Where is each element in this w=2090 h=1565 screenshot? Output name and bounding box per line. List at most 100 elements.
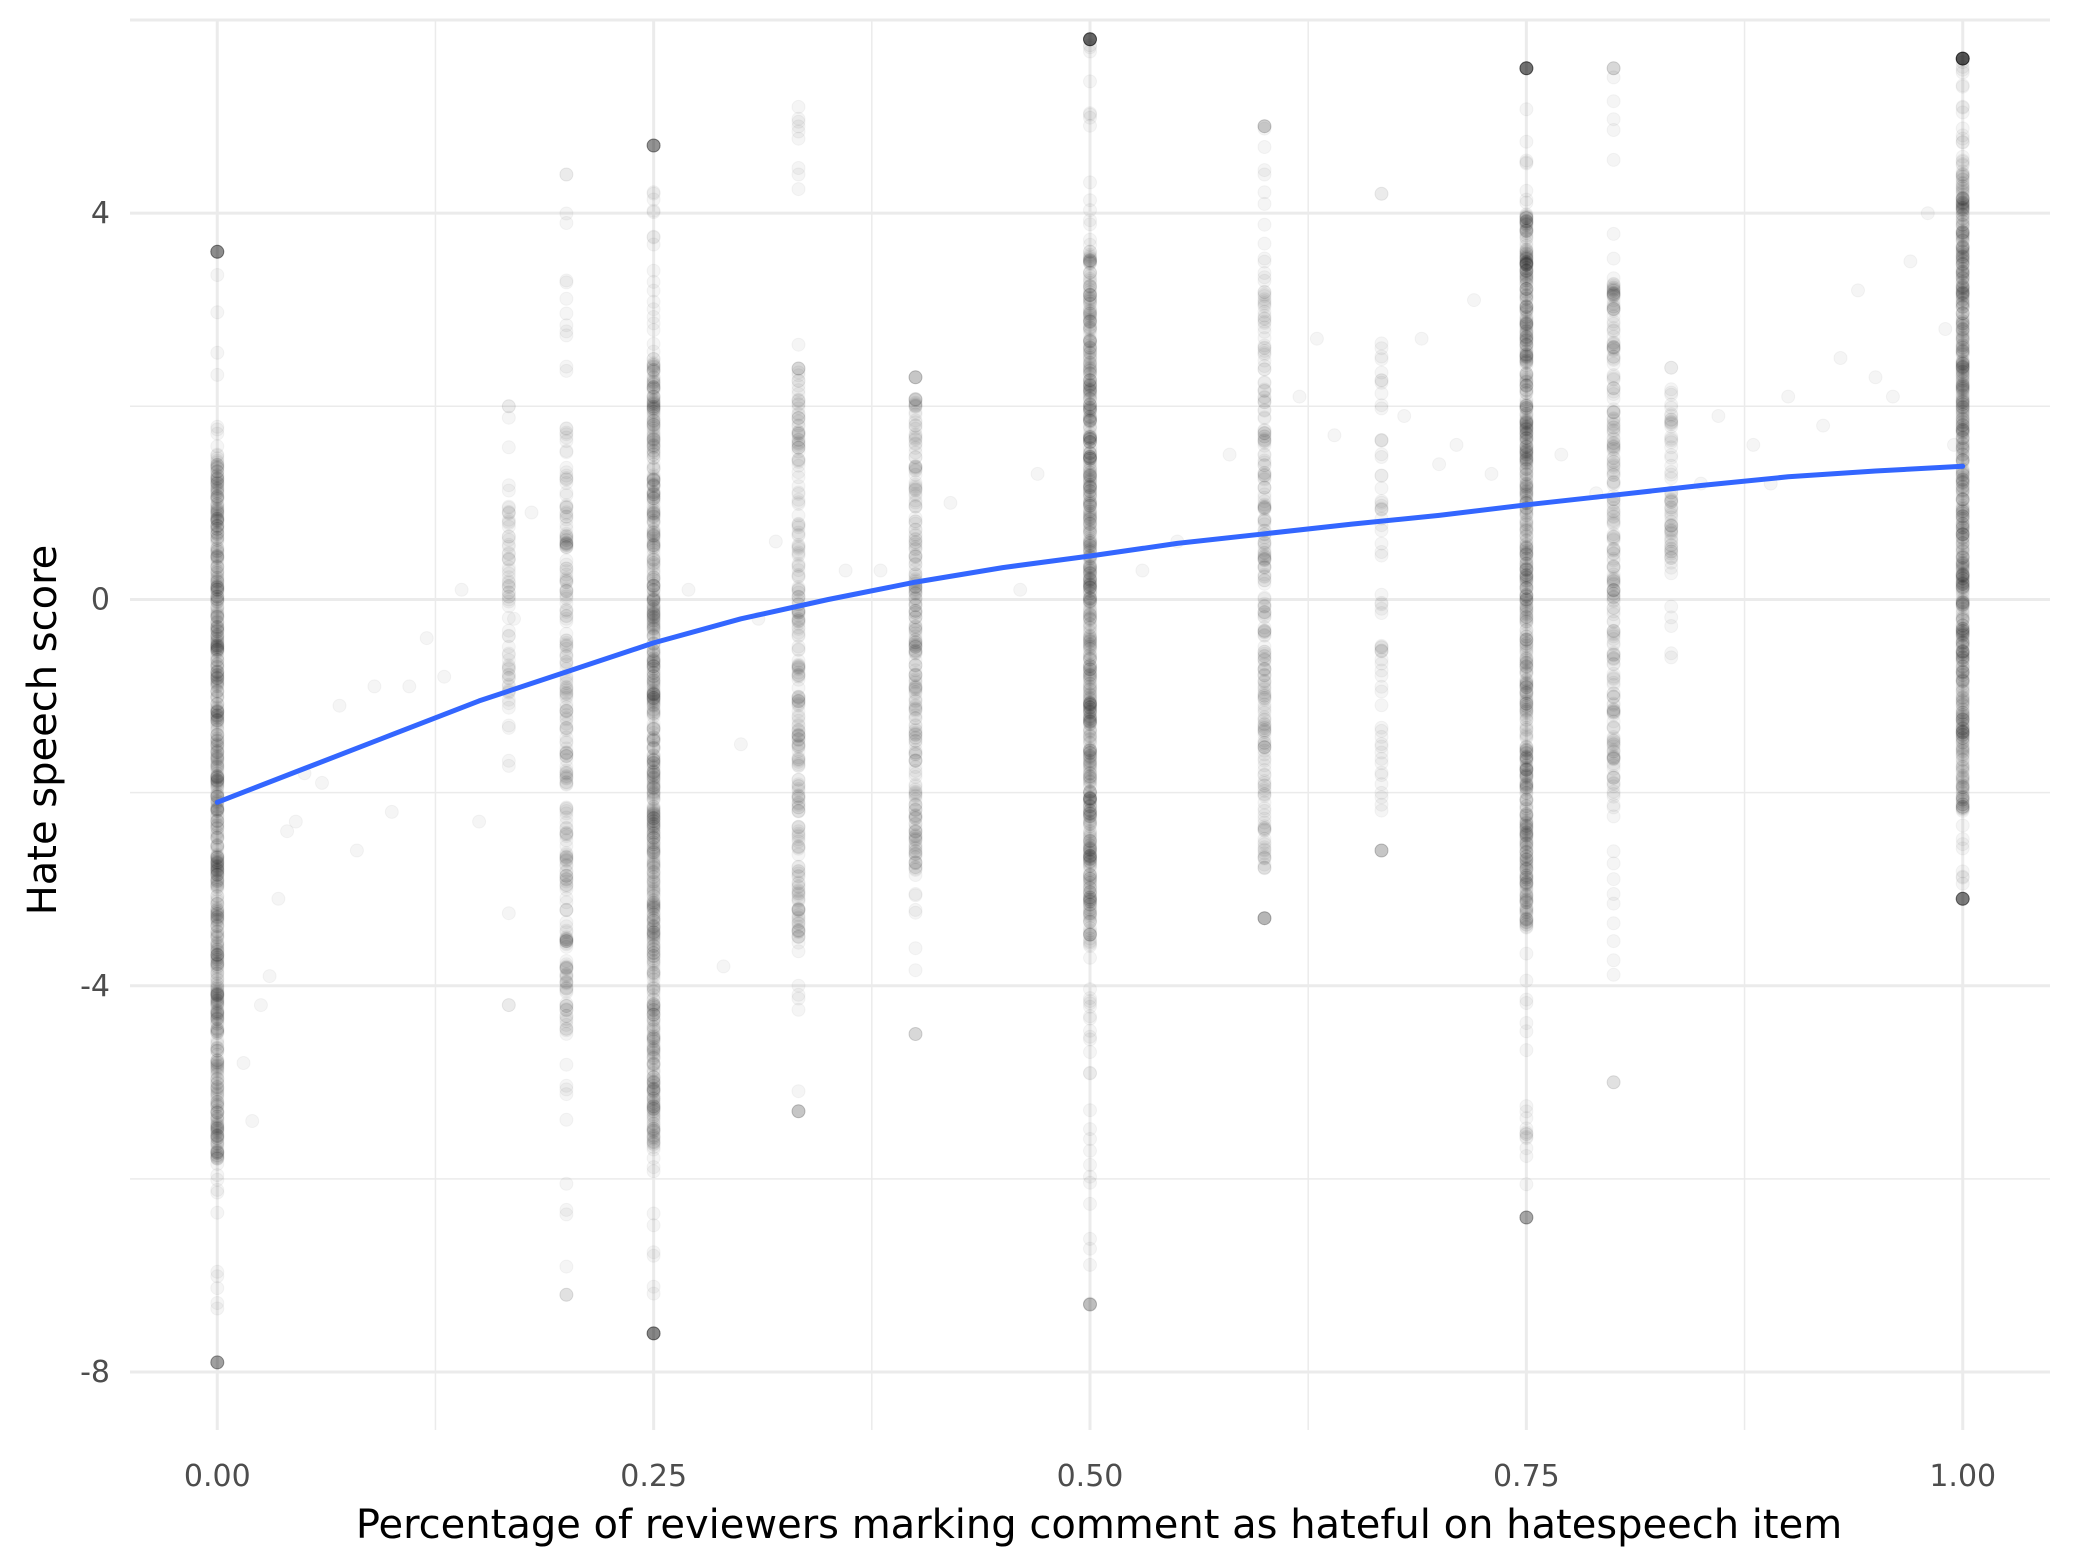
data-point xyxy=(791,893,806,907)
data-point xyxy=(210,1035,225,1050)
data-point xyxy=(646,447,661,462)
data-point xyxy=(908,516,923,531)
data-point xyxy=(1374,720,1389,735)
data-point xyxy=(791,470,806,485)
data-point xyxy=(559,521,574,536)
data-point xyxy=(559,915,574,930)
data-point xyxy=(908,370,923,385)
data-point xyxy=(1606,916,1621,931)
data-point xyxy=(210,704,225,719)
data-point xyxy=(1519,383,1534,398)
data-point xyxy=(1664,514,1679,529)
data-point xyxy=(1083,1066,1097,1081)
data-point xyxy=(210,519,225,534)
data-point xyxy=(210,766,225,781)
data-point xyxy=(908,745,923,760)
data-point xyxy=(210,426,225,441)
data-point xyxy=(559,596,574,611)
data-point xyxy=(1257,294,1272,309)
data-point xyxy=(210,244,225,259)
data-point xyxy=(1083,684,1097,699)
data-point xyxy=(210,496,225,511)
data-point xyxy=(210,504,225,519)
data-point xyxy=(210,268,225,282)
data-point xyxy=(210,530,225,545)
data-point xyxy=(210,1079,225,1094)
data-point xyxy=(210,657,225,672)
data-point xyxy=(210,996,225,1011)
data-point xyxy=(210,704,225,719)
data-point xyxy=(210,570,225,585)
data-point xyxy=(559,800,574,815)
data-point xyxy=(1664,542,1679,557)
data-point xyxy=(210,830,225,845)
data-point xyxy=(559,961,574,976)
data-point xyxy=(1257,657,1272,672)
data-point xyxy=(210,855,225,870)
data-point xyxy=(210,638,225,653)
data-point xyxy=(1664,419,1679,434)
data-point xyxy=(646,1206,661,1221)
data-point xyxy=(210,1021,225,1036)
data-point xyxy=(908,461,923,476)
data-point xyxy=(559,306,574,321)
data-point xyxy=(210,455,225,470)
data-point xyxy=(210,697,225,712)
data-point xyxy=(210,813,225,828)
data-point xyxy=(210,544,225,559)
data-point xyxy=(908,431,923,446)
data-point xyxy=(210,531,225,546)
data-point xyxy=(210,476,225,491)
data-point xyxy=(210,1021,225,1036)
data-point xyxy=(210,715,225,730)
data-point xyxy=(210,861,225,876)
data-point xyxy=(1519,946,1534,961)
data-point xyxy=(210,737,225,752)
data-point xyxy=(1606,441,1621,456)
data-point xyxy=(1606,302,1621,317)
data-point xyxy=(1257,811,1272,826)
data-point xyxy=(501,906,516,921)
data-point xyxy=(210,616,225,631)
data-point xyxy=(1606,953,1621,968)
data-point xyxy=(210,527,225,542)
data-point xyxy=(791,690,806,705)
data-point xyxy=(210,601,225,616)
data-point xyxy=(1257,266,1272,280)
data-point xyxy=(210,464,225,479)
data-point xyxy=(646,1084,661,1099)
data-point xyxy=(210,1003,225,1018)
data-point xyxy=(559,1259,574,1274)
data-point xyxy=(1083,1143,1097,1158)
data-point xyxy=(210,750,225,764)
data-point xyxy=(646,1046,661,1060)
data-point xyxy=(501,570,516,585)
data-point xyxy=(1955,870,1970,885)
data-point xyxy=(559,273,574,288)
data-point xyxy=(210,986,225,1001)
data-point xyxy=(210,1087,225,1101)
data-point xyxy=(210,1082,225,1097)
data-point xyxy=(501,551,516,566)
data-point xyxy=(210,919,225,934)
data-point xyxy=(210,514,225,529)
data-point xyxy=(210,622,225,637)
data-point xyxy=(210,813,225,828)
data-point xyxy=(210,952,225,967)
data-point xyxy=(210,607,225,622)
data-point xyxy=(791,497,806,511)
data-point xyxy=(210,722,225,737)
data-point xyxy=(210,664,225,679)
data-point xyxy=(210,439,225,454)
data-point xyxy=(646,362,661,377)
data-point xyxy=(210,1121,225,1136)
data-point xyxy=(210,1057,225,1072)
data-point xyxy=(210,977,225,991)
data-point xyxy=(210,1012,225,1027)
data-point xyxy=(1606,387,1621,401)
data-point xyxy=(210,1143,225,1158)
data-point xyxy=(210,951,225,966)
data-point xyxy=(210,620,225,635)
data-point xyxy=(210,1264,225,1279)
data-point xyxy=(501,753,516,768)
